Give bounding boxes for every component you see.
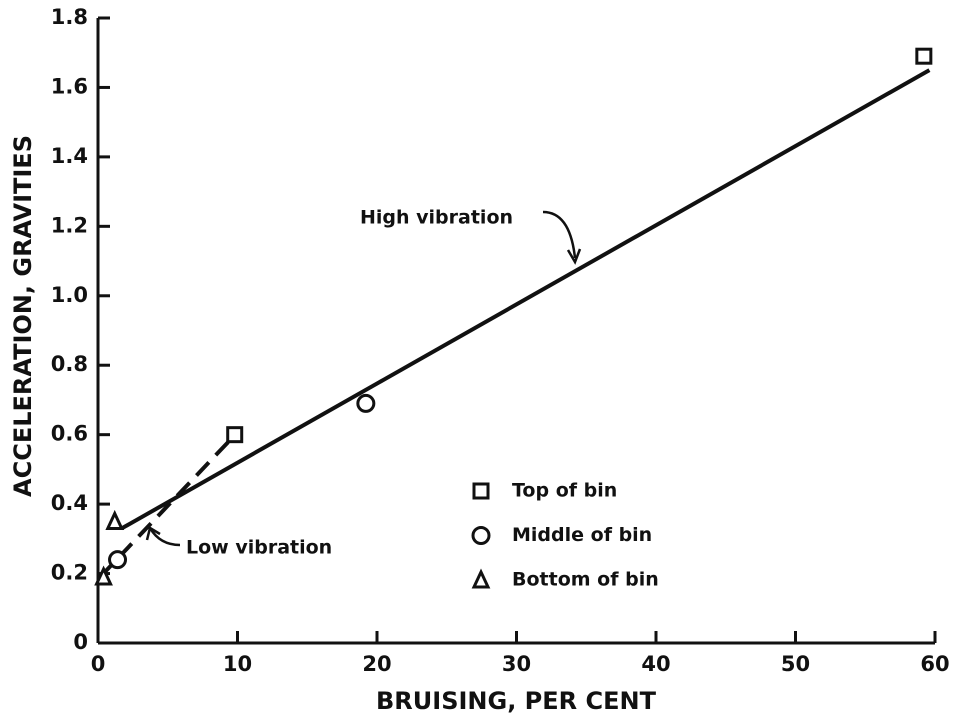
y-tick-label: 0.8 <box>51 352 88 376</box>
annotation-arrow <box>566 248 582 265</box>
y-tick-label: 0 <box>73 630 88 654</box>
x-tick-label: 10 <box>223 652 252 676</box>
y-tick-label: 1.8 <box>51 5 88 29</box>
legend-label: Middle of bin <box>512 524 652 546</box>
point <box>472 482 490 500</box>
annotation: High vibration <box>360 207 513 229</box>
y-tick-label: 1.2 <box>51 213 88 237</box>
annotation-arrow <box>145 526 161 541</box>
annotation-arrow <box>148 527 181 547</box>
x-tick-label: 60 <box>920 652 949 676</box>
point <box>915 47 933 65</box>
annotation: Low vibration <box>186 537 332 559</box>
x-axis-label: BRUISING, PER CENT <box>376 687 657 715</box>
y-tick-label: 1.4 <box>51 144 88 168</box>
point <box>471 526 491 545</box>
point <box>105 509 125 530</box>
x-tick-label: 20 <box>362 652 391 676</box>
y-tick-label: 1.0 <box>51 283 88 307</box>
legend-label: Bottom of bin <box>512 569 659 591</box>
fit-line <box>120 68 931 531</box>
y-tick-label: 1.6 <box>51 74 88 98</box>
point <box>108 550 128 570</box>
x-tick-label: 0 <box>91 652 106 676</box>
point <box>94 565 113 586</box>
annotation-arrow <box>542 210 577 259</box>
point <box>226 426 244 444</box>
x-tick-label: 40 <box>641 652 670 676</box>
x-tick-label: 50 <box>781 652 810 676</box>
y-tick-label: 0.4 <box>51 491 88 515</box>
point <box>356 393 376 413</box>
y-tick-label: 0.6 <box>51 422 88 446</box>
y-tick-label: 0.2 <box>51 561 88 585</box>
x-tick-label: 30 <box>502 652 531 676</box>
y-axis-label: ACCELERATION, GRAVITIES <box>9 135 37 497</box>
point <box>471 568 491 589</box>
legend-label: Top of bin <box>512 480 617 502</box>
